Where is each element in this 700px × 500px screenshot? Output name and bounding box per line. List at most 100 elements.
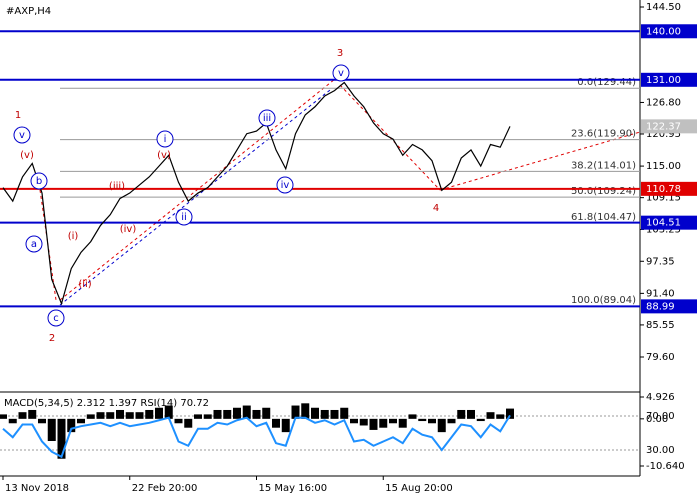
wave-label: 2 — [49, 333, 55, 344]
macd-bar — [67, 418, 76, 433]
y-tick-label: 70.00 — [646, 411, 675, 422]
level-tag — [641, 24, 697, 39]
macd-bar — [203, 414, 212, 419]
wave-circle — [30, 172, 48, 190]
circled-label: b — [36, 176, 42, 187]
macd-bar — [125, 412, 134, 419]
level-tag — [641, 215, 697, 230]
wave-label: (v) — [157, 150, 171, 161]
macd-bar — [223, 409, 232, 419]
macd-bar — [96, 412, 105, 419]
fib-label: 0.0(129.44) — [577, 77, 636, 88]
x-tick-label: 15 May 16:00 — [259, 483, 328, 494]
macd-bar — [106, 412, 115, 419]
macd-bar — [340, 407, 349, 419]
wave-label: (i) — [68, 231, 79, 242]
y-tick-label: 103.25 — [646, 224, 681, 235]
macd-bar — [447, 418, 456, 424]
level-label: 131.00 — [646, 75, 681, 86]
fib-label: 23.6(119.90) — [571, 129, 636, 140]
macd-bar — [272, 418, 280, 428]
price-tag — [641, 119, 697, 134]
fib-label: 38.2(114.01) — [571, 160, 636, 171]
y-tick-label: 144.50 — [646, 2, 681, 13]
y-tick-label: 79.60 — [646, 352, 675, 363]
y-tick-label: 120.95 — [646, 129, 681, 140]
macd-bar — [47, 418, 56, 441]
wave-label: (iv) — [120, 224, 137, 235]
macd-bar — [428, 418, 436, 424]
macd-bar — [8, 418, 17, 424]
macd-bar — [77, 418, 85, 424]
rsi-line — [2, 414, 511, 459]
macd-bar — [457, 409, 466, 419]
macd-bar — [398, 418, 407, 428]
level-tag — [641, 72, 697, 87]
y-tick-label: 97.35 — [646, 256, 675, 267]
macd-bar — [184, 418, 193, 428]
macd-bar — [0, 414, 7, 419]
chart-title: #AXP,H4 — [6, 6, 51, 17]
y-tick-label: 109.15 — [646, 193, 681, 204]
macd-bar — [233, 407, 241, 419]
wave-circle — [156, 130, 174, 148]
wave-circle — [332, 64, 350, 82]
macd-bar — [174, 418, 183, 424]
x-tick-label: 22 Feb 20:00 — [132, 483, 198, 494]
wave-label: 3 — [337, 48, 343, 59]
level-label: 110.78 — [646, 184, 681, 195]
macd-bar — [496, 414, 505, 419]
macd-bar — [359, 418, 368, 426]
circled-label: ii — [181, 212, 187, 223]
circled-label: iii — [263, 113, 271, 124]
macd-bar — [506, 408, 514, 419]
wave-label: 1 — [15, 110, 21, 121]
macd-bar — [57, 418, 66, 459]
macd-bar — [486, 412, 495, 419]
macd-bar — [369, 418, 378, 430]
x-tick-label: 13 Nov 2018 — [5, 483, 69, 494]
circled-label: c — [53, 313, 59, 324]
y-tick-label: 126.80 — [646, 97, 681, 108]
circled-label: v — [338, 68, 344, 79]
x-tick-label: 15 Aug 20:00 — [385, 483, 452, 494]
wave-circle — [47, 309, 65, 327]
macd-bar — [330, 409, 339, 419]
macd-bar — [301, 403, 310, 419]
y-tick-label: 85.55 — [646, 320, 675, 331]
circled-label: iv — [281, 180, 290, 191]
y-tick-label: 30.00 — [646, 445, 675, 456]
macd-bar — [476, 418, 485, 422]
macd-bar — [281, 418, 290, 433]
y-tick-label: -10.640 — [646, 461, 685, 472]
wave-circle — [276, 176, 294, 194]
wave-label: (iii) — [109, 181, 125, 192]
macd-bar — [350, 418, 358, 424]
macd-bar — [155, 407, 163, 419]
y-tick-label: 115.00 — [646, 161, 681, 172]
wave-label: (ii) — [78, 279, 91, 290]
y-tick-label: 4.926 — [646, 392, 675, 403]
macd-bar — [28, 409, 37, 419]
level-tag — [641, 181, 697, 196]
price-tag-label: 122.37 — [646, 121, 681, 132]
wave-circle — [175, 208, 193, 226]
macd-bar — [213, 409, 222, 419]
wave-label: (v) — [20, 150, 34, 161]
macd-bar — [379, 418, 388, 428]
y-tick-label: 0.00 — [646, 414, 668, 425]
indicator-title: MACD(5,34,5) 2.312 1.397 RSI(14) 70.72 — [4, 398, 209, 409]
macd-bar — [311, 407, 319, 419]
level-label: 140.00 — [646, 26, 681, 37]
level-label: 88.99 — [646, 301, 675, 312]
fib-label: 50.0(109.24) — [571, 186, 636, 197]
level-tag — [641, 299, 697, 314]
macd-bar — [418, 418, 427, 422]
macd-bar — [135, 412, 144, 419]
macd-bar — [145, 409, 154, 419]
circled-label: i — [164, 134, 167, 145]
macd-bar — [437, 418, 446, 433]
macd-bar — [38, 418, 46, 424]
macd-bar — [164, 405, 173, 419]
